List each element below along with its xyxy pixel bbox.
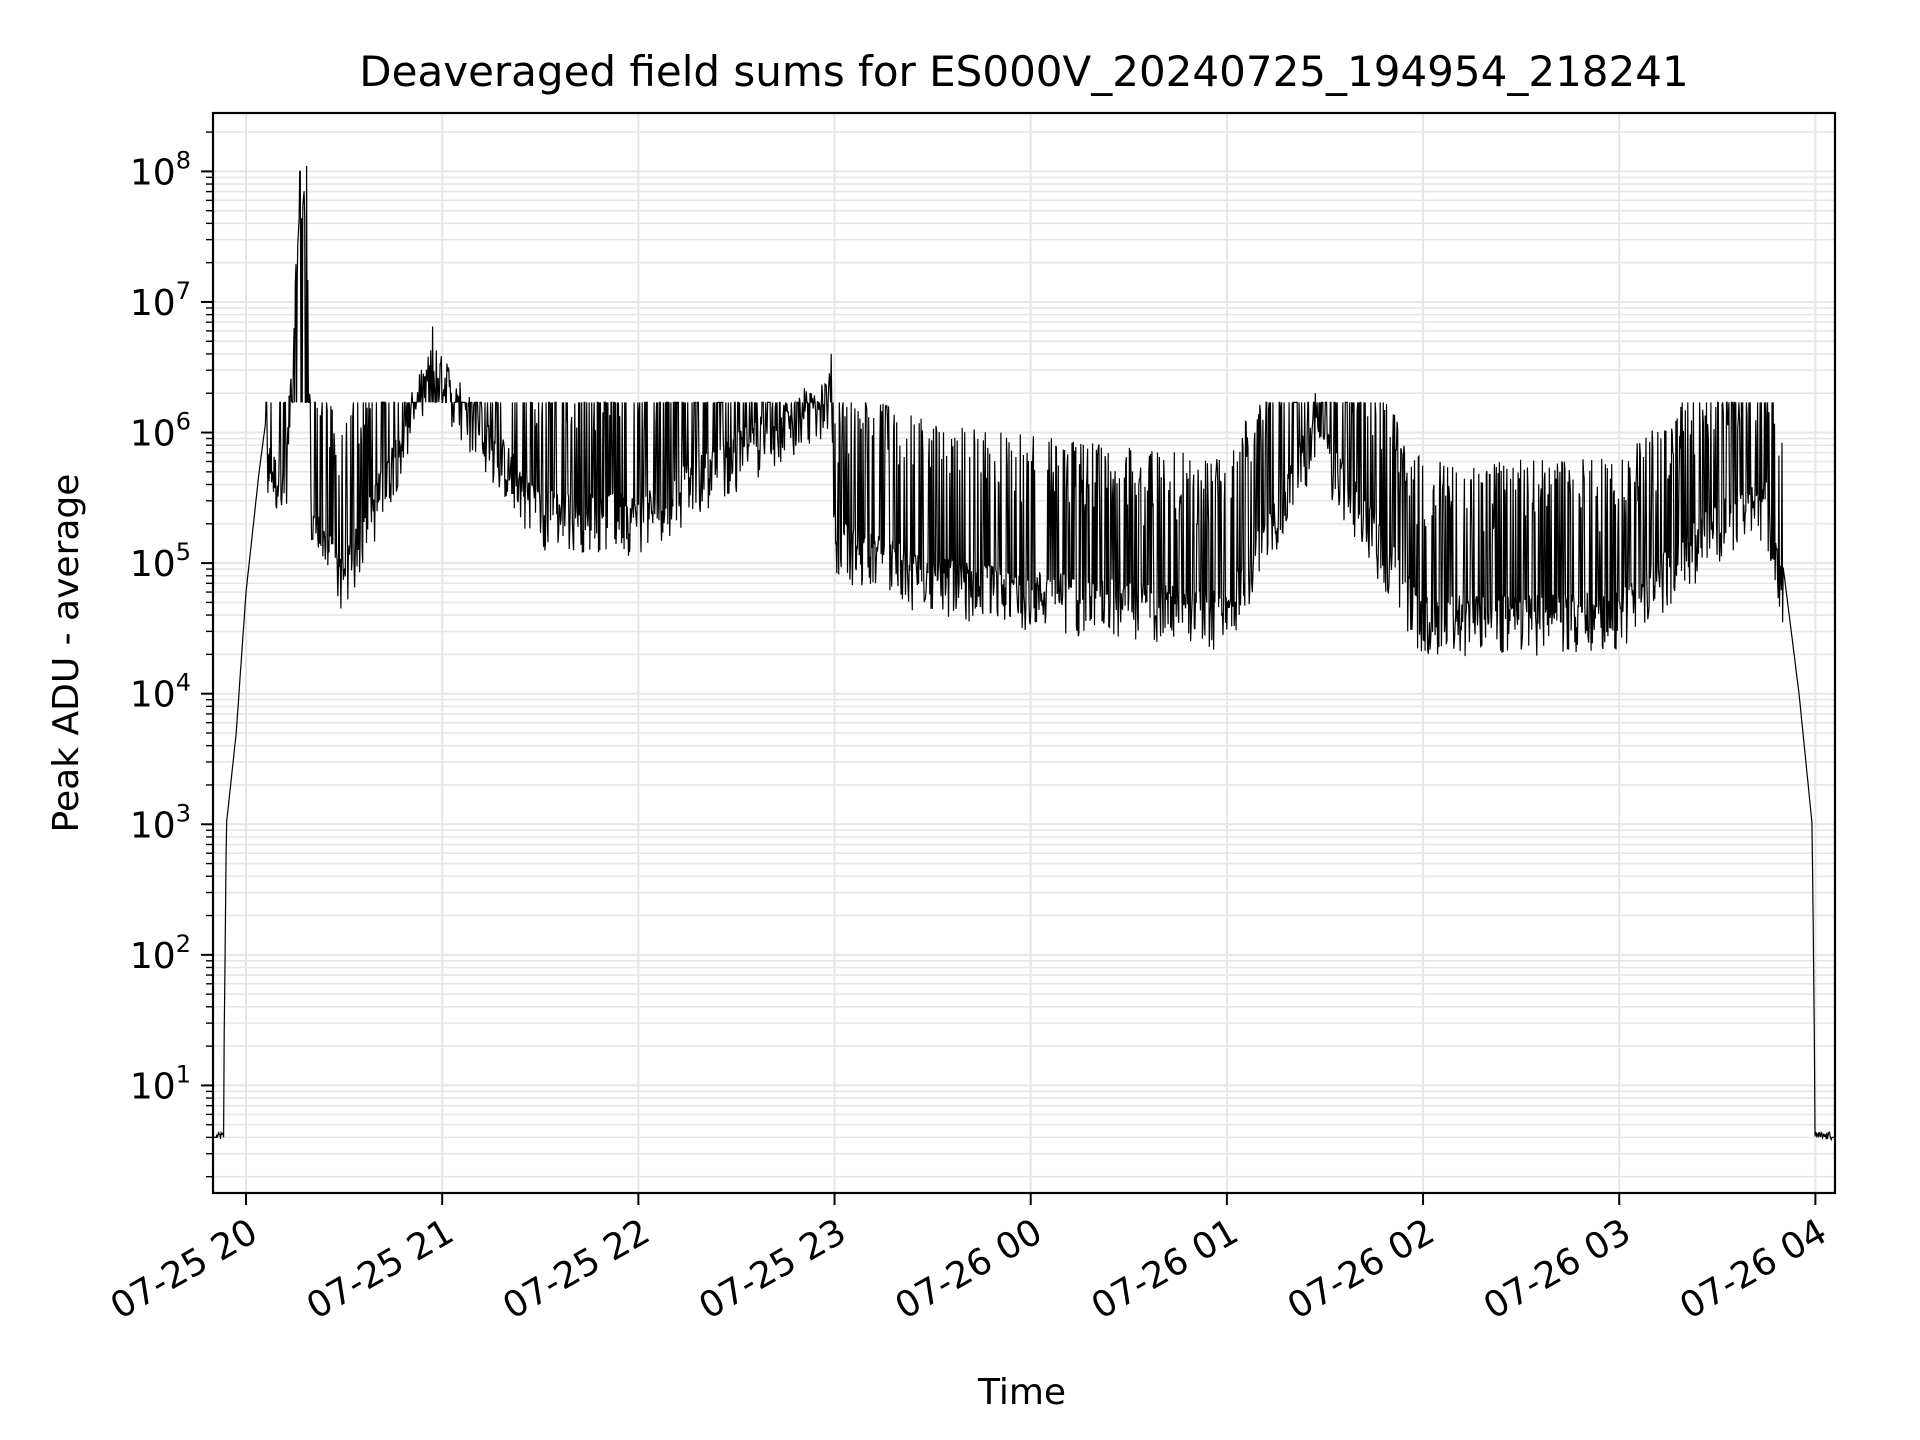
y-tick-base: 10 <box>130 283 176 324</box>
y-tick-exponent: 5 <box>176 538 191 566</box>
y-tick-base: 10 <box>130 414 176 455</box>
y-tick-label: 108 <box>130 146 191 193</box>
y-tick-exponent: 8 <box>176 146 191 174</box>
plot-frame <box>211 111 1837 1195</box>
y-tick-base: 10 <box>130 152 176 193</box>
y-tick-label: 107 <box>130 277 191 324</box>
y-tick-label: 106 <box>130 408 191 455</box>
y-tick-label: 103 <box>130 799 191 846</box>
y-tick-exponent: 1 <box>176 1060 191 1088</box>
y-axis-label: Peak ADU - average <box>46 474 87 833</box>
grid <box>213 113 1835 1193</box>
y-tick-base: 10 <box>130 805 176 846</box>
y-tick-exponent: 6 <box>176 408 191 436</box>
y-tick-label: 104 <box>130 669 191 716</box>
series-line <box>213 165 1835 1142</box>
y-tick-exponent: 2 <box>176 930 191 958</box>
series <box>213 165 1835 1142</box>
y-tick-exponent: 3 <box>176 799 191 827</box>
y-tick-label: 105 <box>130 538 191 585</box>
y-tick-base: 10 <box>130 936 176 977</box>
y-tick-exponent: 7 <box>176 277 191 305</box>
y-tick-base: 10 <box>130 544 176 585</box>
y-tick-label: 102 <box>130 930 191 977</box>
y-tick-exponent: 4 <box>176 669 191 697</box>
y-tick-base: 10 <box>130 675 176 716</box>
x-axis-label: Time <box>977 1372 1066 1413</box>
chart-title: Deaveraged field sums for ES000V_2024072… <box>359 47 1688 96</box>
y-tick-label: 101 <box>130 1060 191 1107</box>
y-tick-base: 10 <box>130 1066 176 1107</box>
